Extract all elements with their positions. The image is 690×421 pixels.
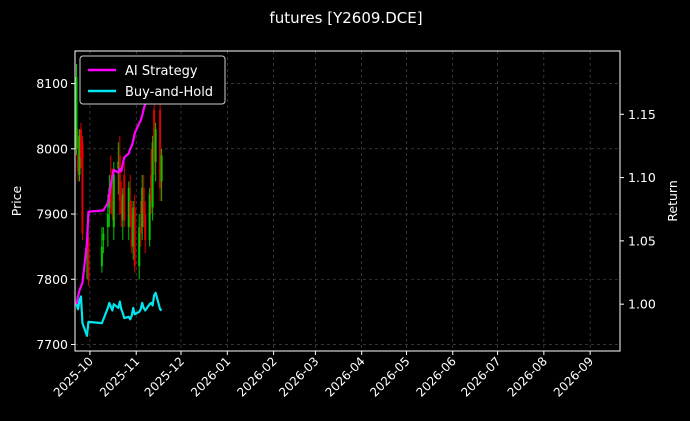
candle-body <box>123 174 126 221</box>
legend-label-ai-strategy: AI Strategy <box>125 64 198 79</box>
candle-body <box>159 109 162 188</box>
candle-body <box>106 214 109 228</box>
chart-title: futures [Y2609.DCE] <box>269 9 422 27</box>
legend: AI Strategy Buy-and-Hold <box>79 55 226 105</box>
candle-body <box>118 155 121 201</box>
legend-label-buy-and-hold: Buy-and-Hold <box>125 85 213 100</box>
legend-box <box>79 55 226 105</box>
candle-body <box>78 135 81 175</box>
candle-body <box>133 207 136 267</box>
candle-body <box>160 155 163 182</box>
candle-body <box>141 187 144 228</box>
y-tick-label-right: 1.05 <box>628 233 656 248</box>
y-tick-label-left: 7800 <box>36 272 68 287</box>
candle-body <box>130 214 133 247</box>
candle-body <box>102 233 105 241</box>
candle-body <box>144 214 147 241</box>
candle-body <box>117 161 120 169</box>
candle-body <box>142 187 145 215</box>
candle-body <box>129 201 132 218</box>
y-tick-label-right: 1.00 <box>628 297 656 312</box>
candle-body <box>76 155 79 172</box>
candle-body <box>121 194 124 221</box>
y-tick-label-left: 7700 <box>36 337 68 352</box>
candle-body <box>112 174 115 228</box>
candle-body <box>153 109 156 162</box>
y-tick-label-left: 7900 <box>36 207 68 222</box>
candle-body <box>111 201 114 215</box>
candle-body <box>132 207 135 247</box>
plot-frame <box>74 50 621 352</box>
candle-body <box>81 142 84 234</box>
candle-body <box>148 194 151 241</box>
candle-body <box>87 240 90 280</box>
candle-body <box>151 142 154 208</box>
y-axis-label-right: Return <box>665 180 680 221</box>
candle-body <box>127 187 130 228</box>
y-tick-label-left: 8100 <box>36 76 68 91</box>
candle-body <box>150 174 153 201</box>
y-axis-label-left: Price <box>9 185 24 216</box>
y-tick-label-right: 1.15 <box>628 107 656 122</box>
candle-body <box>120 201 123 215</box>
candle-body <box>138 227 141 267</box>
candle-body <box>75 77 78 149</box>
candle-body <box>154 129 157 162</box>
y-tick-label-left: 8000 <box>36 141 68 156</box>
buy-and-hold-line <box>75 291 163 337</box>
candle-body <box>79 129 82 159</box>
candle-body <box>100 246 103 267</box>
y-tick-label-right: 1.10 <box>628 170 656 185</box>
candle-body <box>139 227 142 234</box>
